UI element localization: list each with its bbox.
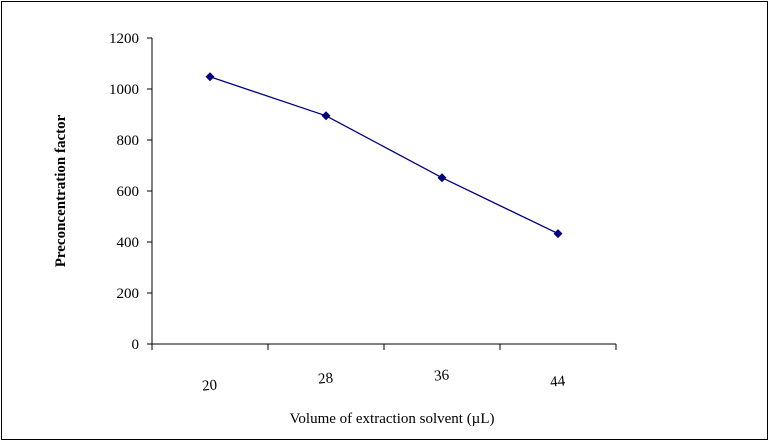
y-tick-label: 600: [117, 184, 140, 200]
y-tick-label: 1200: [109, 31, 139, 47]
x-tick-label: 20: [201, 377, 217, 394]
y-tick-label: 400: [117, 235, 140, 251]
x-axis: 20 28 36 44: [151, 343, 617, 395]
data-point-marker: [205, 72, 215, 82]
series-line: [209, 76, 559, 235]
data-point-marker: [437, 173, 447, 183]
y-tick-label: 800: [117, 133, 140, 149]
data-point-marker: [321, 111, 331, 121]
x-axis-label: Volume of extraction solvent (µL): [290, 411, 495, 427]
x-tick-label: 44: [549, 373, 566, 390]
y-tick-label: 200: [117, 286, 140, 302]
y-tick-label: 0: [132, 337, 140, 353]
y-axis-label: Preconcentration factor: [53, 114, 69, 267]
series-line-group: [205, 72, 563, 239]
data-point-marker: [553, 229, 563, 239]
y-axis: 0 200 400 600 800 1000 1200: [109, 31, 153, 353]
x-tick-label: 28: [317, 370, 333, 387]
y-tick-label: 1000: [109, 82, 139, 98]
x-tick-label: 36: [433, 367, 450, 384]
